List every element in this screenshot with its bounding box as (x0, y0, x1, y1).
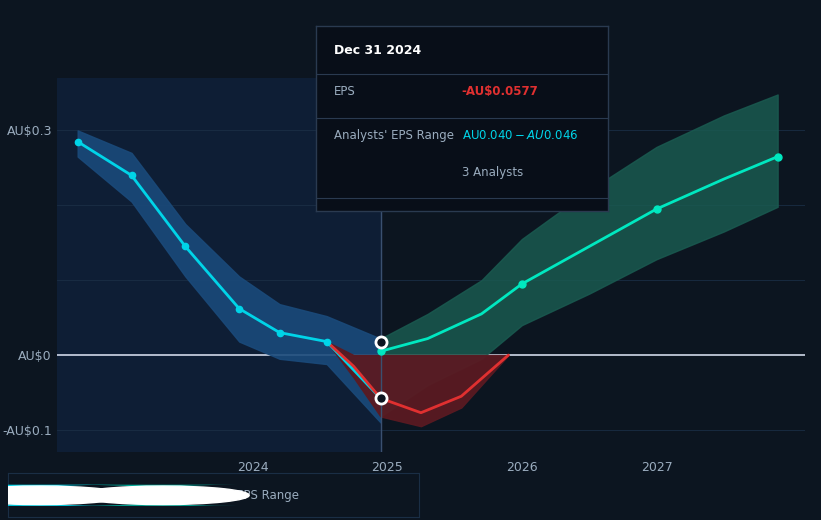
FancyBboxPatch shape (0, 485, 115, 506)
Text: Dec 31 2024: Dec 31 2024 (333, 45, 421, 58)
Text: AU$0.040 - AU$0.046: AU$0.040 - AU$0.046 (461, 129, 578, 142)
Text: EPS: EPS (333, 85, 355, 98)
FancyBboxPatch shape (72, 485, 238, 506)
Text: Analysts Forecasts: Analysts Forecasts (397, 114, 507, 127)
Text: Actual: Actual (328, 114, 365, 127)
Text: -AU$0.0577: -AU$0.0577 (461, 85, 539, 98)
Text: 3 Analysts: 3 Analysts (461, 166, 523, 179)
Circle shape (77, 486, 250, 504)
Bar (57, 78, 381, 452)
Text: EPS: EPS (56, 489, 77, 502)
Circle shape (0, 486, 126, 504)
Text: Analysts' EPS Range: Analysts' EPS Range (333, 129, 453, 142)
Text: Analysts' EPS Range: Analysts' EPS Range (179, 489, 299, 502)
